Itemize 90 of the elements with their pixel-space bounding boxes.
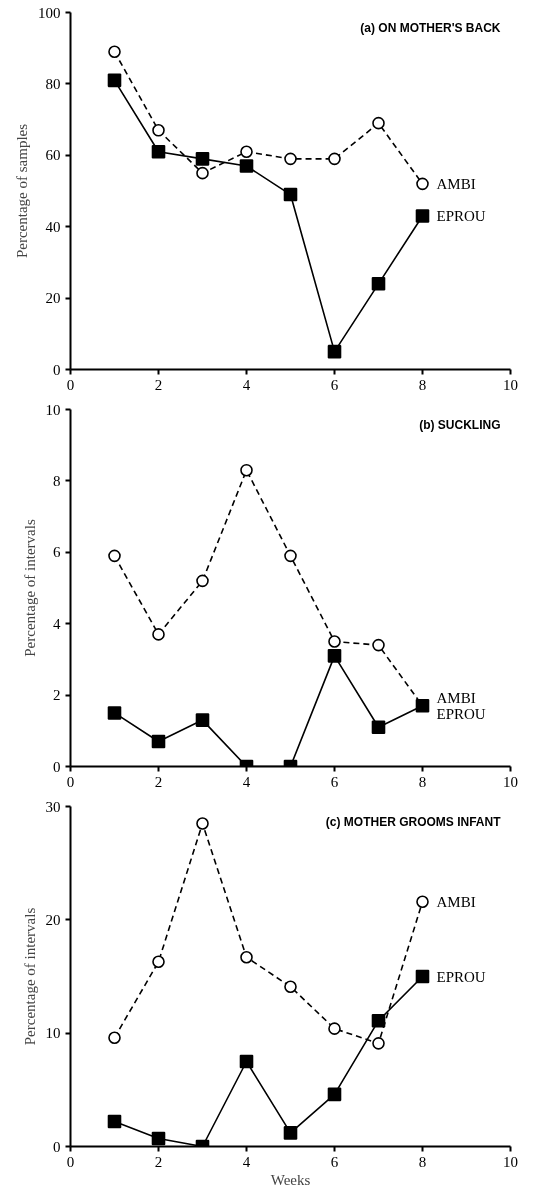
y-axis-title: Percentage of samples [14, 123, 30, 259]
y-tick-label: 10 [45, 1025, 61, 1042]
point [195, 713, 210, 727]
point [151, 734, 166, 749]
y-tick-label: 60 [45, 147, 61, 164]
point [240, 463, 253, 477]
x-tick-label: 2 [154, 1153, 163, 1170]
x-tick-label: 6 [330, 376, 339, 393]
point [240, 950, 253, 964]
y-tick-label: 20 [45, 911, 61, 928]
y-tick-label: 80 [45, 75, 61, 92]
y-axis-title: Percentage of intervals [21, 519, 38, 657]
x-tick-label: 2 [154, 376, 163, 393]
point [327, 649, 342, 663]
point [196, 166, 209, 180]
x-tick-label: 6 [330, 773, 339, 790]
point [415, 209, 430, 223]
point [371, 277, 386, 291]
point [284, 549, 297, 563]
point [371, 1013, 386, 1028]
y-tick-label: 0 [53, 758, 61, 775]
y-tick-label: 100 [38, 4, 61, 21]
series-label: EPROU [436, 705, 486, 722]
point [327, 344, 342, 359]
x-tick-label: 0 [66, 1153, 75, 1170]
x-tick-label: 2 [154, 773, 163, 790]
x-tick-label: 10 [503, 376, 518, 393]
point [372, 116, 385, 130]
y-tick-label: 20 [45, 290, 61, 307]
x-tick-label: 0 [66, 376, 75, 393]
point [107, 73, 122, 88]
x-tick-label: 10 [503, 1153, 518, 1170]
point [415, 969, 430, 984]
y-tick-label: 0 [53, 1138, 61, 1155]
series-label: AMBI [436, 893, 476, 910]
y-tick-label: 10 [45, 401, 61, 418]
y-tick-label: 30 [45, 798, 61, 815]
y-tick-label: 8 [53, 472, 61, 489]
point [151, 144, 166, 159]
point [239, 159, 254, 173]
point [372, 638, 385, 652]
point [107, 706, 122, 720]
x-tick-label: 8 [418, 773, 427, 790]
y-tick-label: 6 [53, 544, 61, 561]
point [152, 955, 165, 969]
series-label: AMBI [436, 689, 476, 706]
point [284, 980, 297, 993]
x-axis-title: Weeks [270, 1171, 311, 1188]
series-label: AMBI [436, 175, 476, 192]
x-tick-label: 4 [242, 1153, 251, 1170]
point [239, 1054, 254, 1069]
point [328, 635, 341, 648]
point [328, 1022, 341, 1035]
point [327, 1087, 342, 1102]
text: (a) ON MOTHER'S BACK [360, 20, 501, 35]
x-tick-label: 4 [242, 773, 251, 790]
series-label: EPROU [436, 968, 486, 985]
y-tick-label: 0 [53, 361, 61, 378]
point [283, 1126, 298, 1140]
point [152, 628, 165, 641]
text: (c) MOTHER GROOMS INFANT [325, 814, 502, 829]
x-tick-label: 0 [66, 773, 75, 790]
point [284, 152, 297, 166]
text: (b) SUCKLING [419, 417, 501, 432]
point [328, 152, 341, 166]
y-tick-label: 4 [53, 615, 61, 632]
y-tick-label: 2 [53, 687, 61, 704]
series-label: EPROU [436, 207, 486, 224]
point [108, 1031, 121, 1044]
x-tick-label: 4 [242, 376, 251, 393]
y-axis-title: Percentage of intervals [21, 907, 38, 1046]
point [151, 1131, 166, 1146]
point [416, 177, 429, 191]
point [416, 895, 429, 908]
y-tick-label: 40 [45, 218, 61, 235]
x-tick-label: 8 [418, 1153, 427, 1170]
x-tick-label: 6 [330, 1153, 339, 1170]
point [371, 720, 386, 735]
point [372, 1037, 385, 1050]
point [196, 817, 209, 830]
point [108, 549, 121, 563]
point [108, 45, 121, 59]
point [240, 145, 253, 159]
x-tick-label: 8 [418, 376, 427, 393]
x-tick-label: 10 [503, 773, 518, 790]
point [283, 187, 298, 202]
point [196, 574, 209, 588]
point [107, 1114, 122, 1129]
point [195, 152, 210, 166]
point [152, 124, 165, 137]
